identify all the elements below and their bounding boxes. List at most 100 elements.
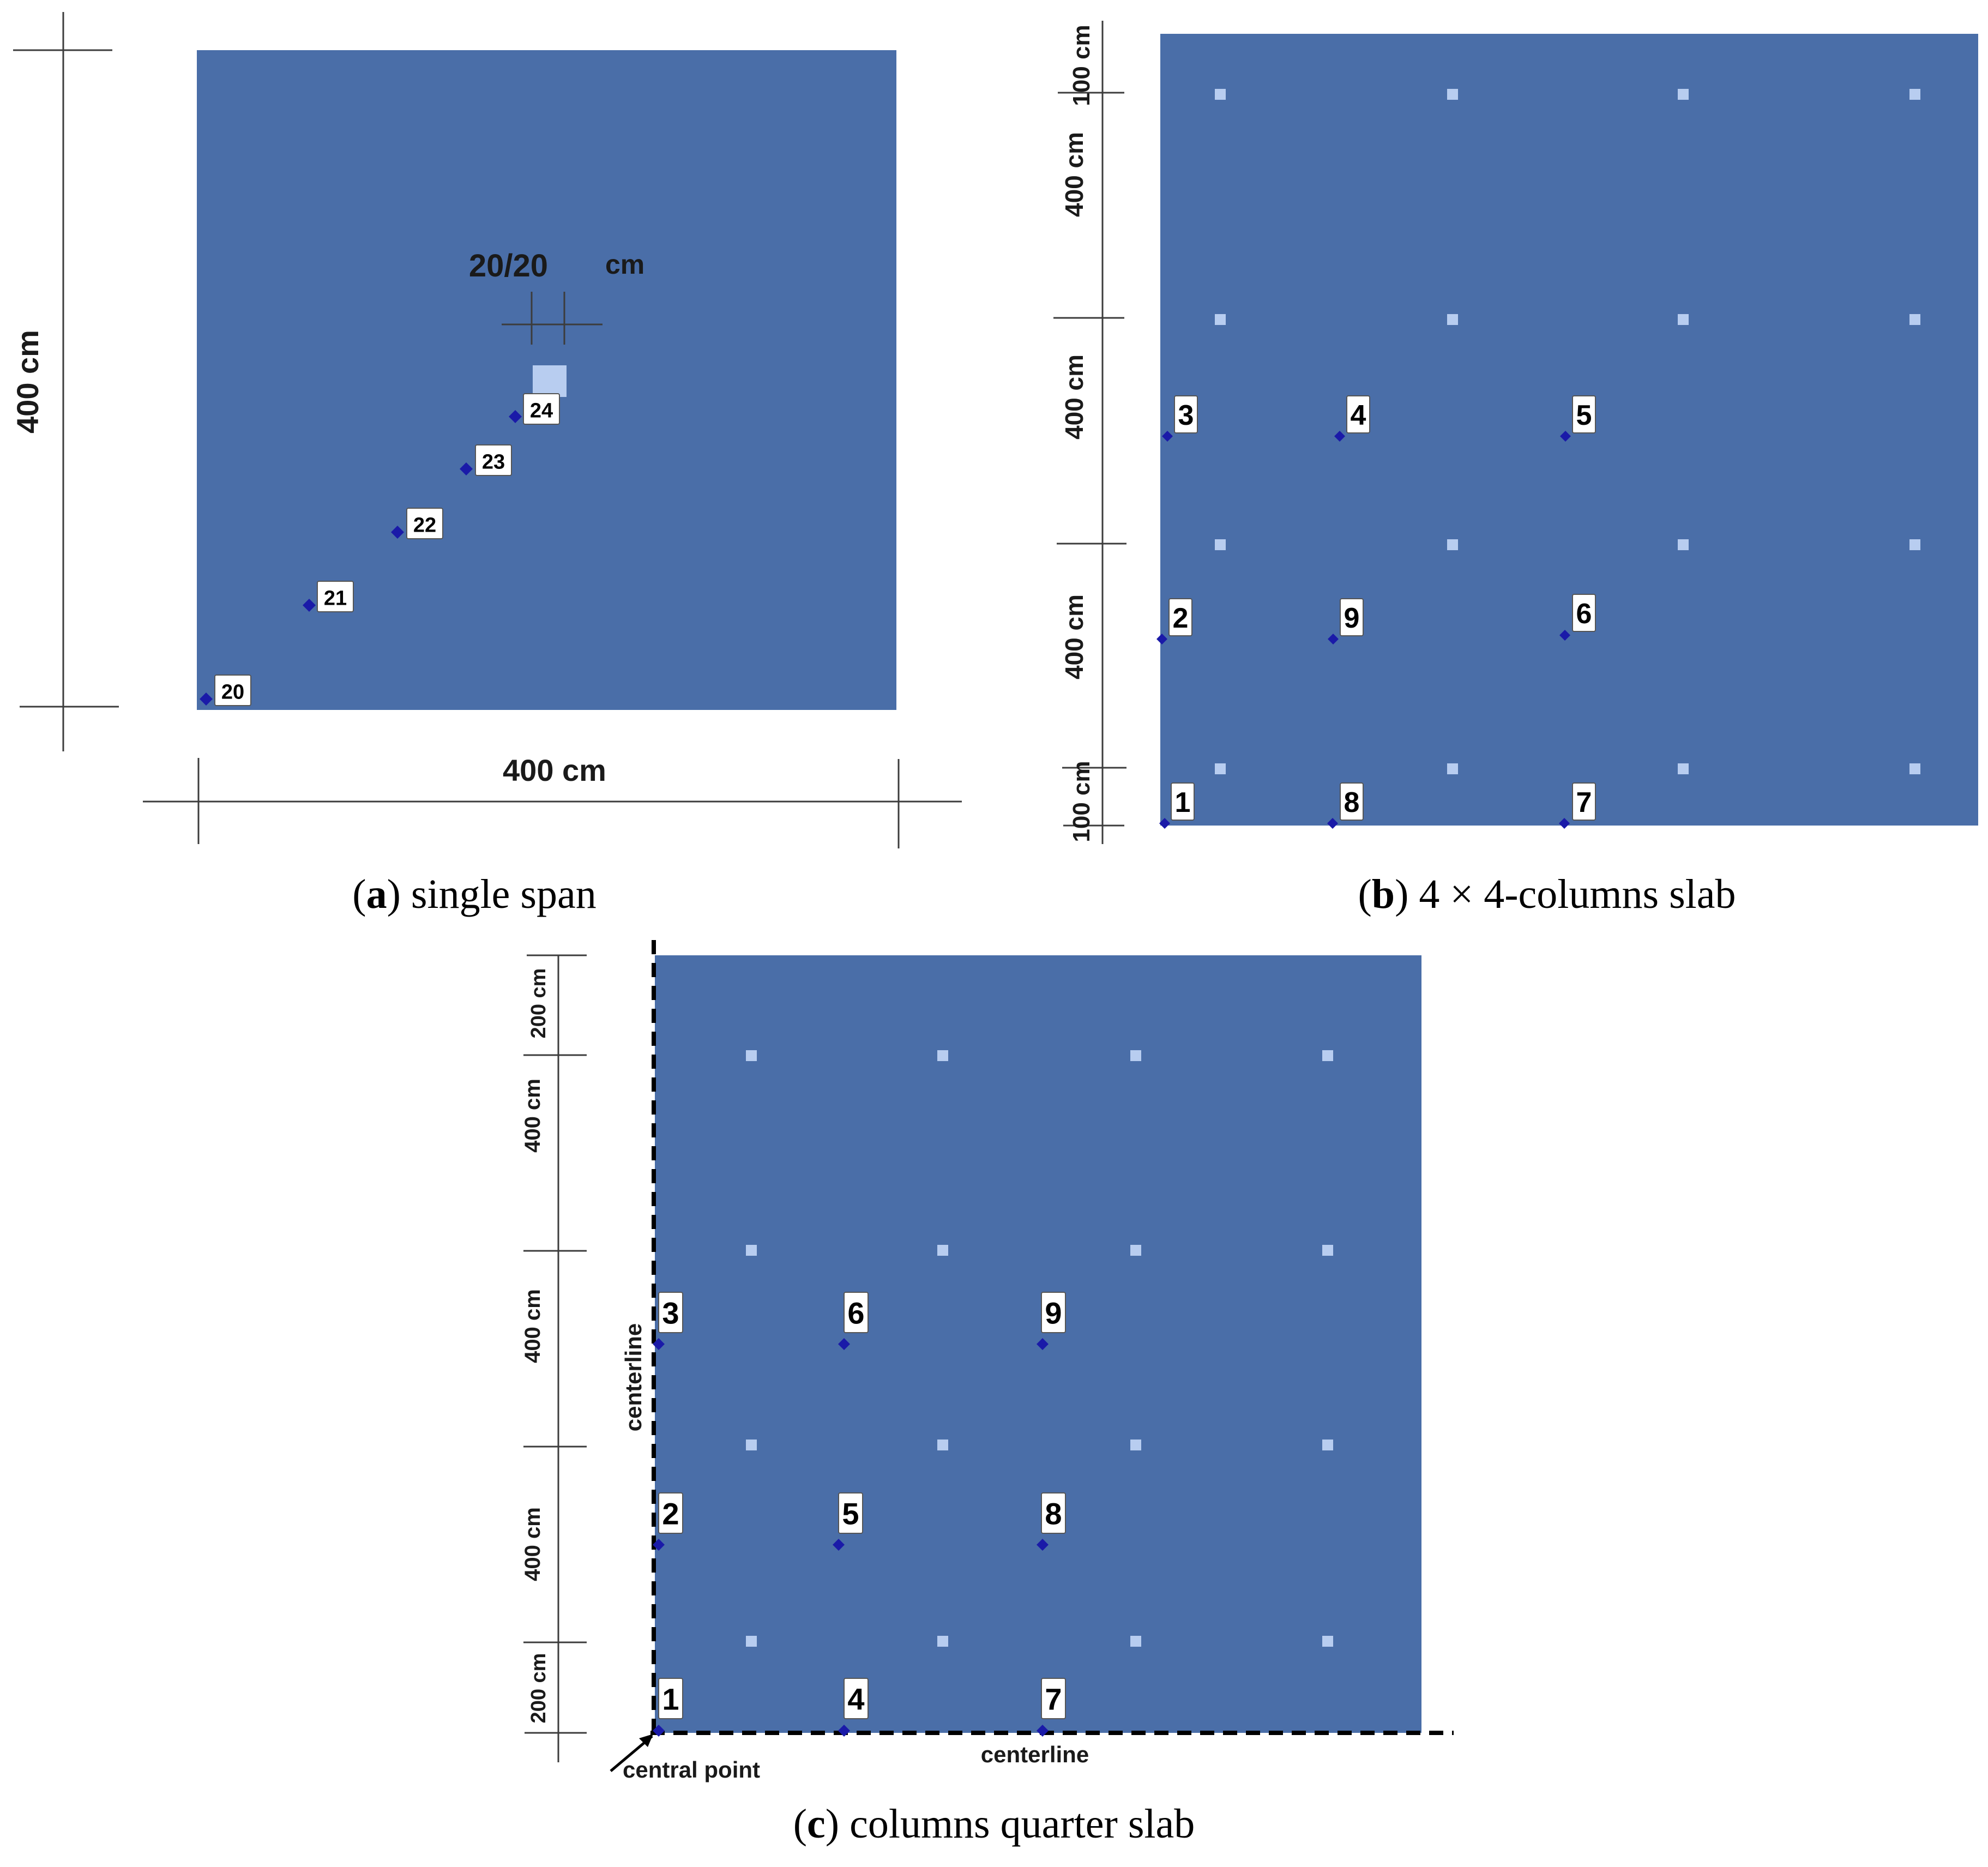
point-label-b-5-box [1572,395,1596,433]
point-marker-b-8 [1327,818,1338,829]
dim-label-b-4: 400 cm [1060,594,1088,679]
point-label-20-box [214,674,251,706]
point-marker-c-1 [653,1725,665,1737]
column-b-3-2 [1447,539,1458,550]
points-c: 1 2 3 4 5 6 7 8 9 [653,1292,1066,1737]
column-b-2-4 [1909,314,1920,325]
point-label-b-9-box [1340,598,1364,636]
point-marker-c-5 [833,1539,845,1551]
points-b: 1 2 3 4 5 6 7 8 9 [1156,395,1596,829]
dim-label-b-1: 100 cm [1068,25,1095,106]
column-c-4-3 [1130,1636,1141,1647]
column-c-2-3 [1130,1245,1141,1256]
point-label-23: 23 [475,444,512,476]
column-b-4-3 [1678,763,1689,774]
dim-label-c-2: 400 cm [521,1079,545,1153]
panel-c: 200 cm 400 cm 400 cm 400 cm 200 cm cente… [521,940,1454,1782]
point-label-b-1-text: 1 [1175,787,1191,818]
dim-label-c-3: 400 cm [521,1289,545,1363]
point-label-b-4: 4 [1346,395,1370,433]
point-marker-c-3 [653,1338,665,1350]
point-label-24-box [523,393,560,425]
point-label-c-3: 3 [658,1292,683,1333]
point-label-c-8-text: 8 [1045,1497,1062,1531]
point-marker-21 [303,599,316,612]
caption-c: (c) columns quarter slab [793,1801,1195,1847]
point-marker-b-7 [1559,818,1570,829]
point-label-22-box [406,508,443,539]
dim-label-c-5: 200 cm [527,1653,550,1724]
point-marker-b-5 [1560,431,1571,442]
point-label-c-4-text: 4 [847,1682,864,1717]
column-c-2-4 [1322,1245,1333,1256]
caption-a: (a) single span [352,871,596,917]
column-c-3-2 [937,1440,948,1450]
caption-b-letter: b [1372,871,1395,917]
point-label-c-8: 8 [1041,1492,1066,1534]
column-c-2-2 [937,1245,948,1256]
point-marker-24 [509,410,522,423]
point-label-c-1-box [658,1678,683,1719]
point-marker-c-8 [1037,1539,1049,1551]
point-label-c-6: 6 [844,1292,869,1333]
column-size-unit: cm [605,249,644,280]
point-marker-b-1 [1159,818,1170,829]
point-label-c-9-text: 9 [1045,1296,1062,1330]
point-label-c-6-text: 6 [847,1296,864,1330]
point-label-b-6-box [1572,594,1596,632]
point-label-b-8-text: 8 [1344,787,1360,818]
point-label-b-1: 1 [1171,782,1195,821]
column-c-4-1 [746,1636,757,1647]
column-b-3-1 [1215,539,1226,550]
dim-label-c-1: 200 cm [527,968,550,1039]
dimension-horizontal-a: 400 cm [143,753,962,848]
caption-b-text: 4 × 4-columns slab [1419,871,1736,917]
column-size-label: 20/20 [469,248,548,284]
columns-b [1215,89,1920,774]
panel-a: 400 cm 400 cm 20/20 cm 20 21 22 23 24 [10,12,962,848]
point-label-24-text: 24 [530,400,553,423]
point-label-b-2-text: 2 [1173,603,1189,634]
point-label-b-4-box [1346,395,1370,433]
dim-label-b-5: 100 cm [1068,761,1095,842]
point-label-21-box [317,581,354,612]
point-label-c-2-text: 2 [662,1497,679,1531]
column-b-3-3 [1678,539,1689,550]
point-label-b-6-text: 6 [1576,598,1592,630]
column-c-3-3 [1130,1440,1141,1450]
dim-label-c-4: 400 cm [521,1507,545,1581]
column-c-1-3 [1130,1050,1141,1061]
point-marker-b-2 [1156,634,1167,645]
column-b-4-2 [1447,763,1458,774]
point-marker-c-6 [838,1338,850,1350]
column-b-1-1 [1215,89,1226,100]
point-marker-b-6 [1559,630,1570,641]
point-label-b-8: 8 [1340,782,1364,821]
point-label-c-4-box [844,1678,869,1719]
point-marker-c-7 [1037,1725,1049,1737]
point-marker-c-4 [838,1725,850,1737]
point-marker-23 [460,462,473,475]
point-marker-c-9 [1037,1338,1049,1350]
caption-a-text: single span [411,871,597,917]
point-label-b-1-box [1171,782,1195,821]
point-label-c-9: 9 [1041,1292,1066,1333]
column-b-2-3 [1678,314,1689,325]
point-marker-20 [200,692,213,706]
point-marker-22 [391,526,404,539]
dim-label-b-2: 400 cm [1060,132,1088,217]
point-label-c-6-box [844,1292,869,1333]
point-label-21-text: 21 [324,587,347,610]
point-label-c-7-text: 7 [1045,1682,1062,1717]
slab-4x4-columns [1160,34,1978,826]
dimension-vertical-c: 200 cm 400 cm 400 cm 400 cm 200 cm [521,954,587,1762]
point-marker-c-2 [653,1539,665,1551]
caption-a-letter: a [366,871,387,917]
point-label-c-8-box [1041,1492,1066,1534]
centerline-label-vertical: centerline [621,1323,646,1431]
column-b-1-3 [1678,89,1689,100]
point-label-c-4: 4 [844,1678,869,1719]
central-point-label: central point [623,1757,760,1782]
points-a: 20 21 22 23 24 [200,393,560,706]
